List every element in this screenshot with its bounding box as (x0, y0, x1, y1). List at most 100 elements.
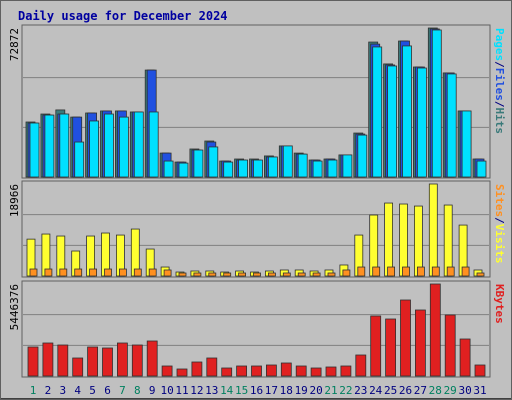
bar (119, 116, 129, 178)
bar (312, 272, 321, 277)
x-tick-label: 31 (473, 384, 486, 397)
bar (327, 272, 336, 277)
bar (42, 342, 54, 377)
bar (402, 45, 412, 178)
bar (265, 364, 277, 377)
bar (223, 272, 232, 277)
bar (131, 344, 143, 377)
bar (342, 154, 353, 178)
x-tick-label: 9 (149, 384, 156, 397)
bar (282, 272, 291, 277)
bar (372, 46, 383, 178)
bar (57, 344, 69, 377)
bar (416, 266, 425, 277)
bar (387, 65, 398, 178)
bar (295, 365, 307, 377)
bar (208, 146, 219, 178)
bar (117, 342, 128, 377)
x-tick-label: 28 (429, 384, 442, 397)
bar (253, 159, 263, 178)
x-tick-label: 12 (190, 384, 203, 397)
bar (44, 268, 53, 277)
legend-entry: Visits (493, 224, 506, 264)
x-tick-label: 27 (414, 384, 427, 397)
bar (104, 113, 114, 178)
legend-separator: / (493, 61, 506, 68)
x-tick-label: 2 (45, 384, 52, 397)
bar (89, 120, 99, 178)
bar (148, 111, 159, 178)
bar (236, 365, 248, 377)
x-tick-label: 18 (280, 384, 293, 397)
x-tick-label: 19 (295, 384, 308, 397)
bar (413, 205, 423, 277)
x-tick-label: 6 (104, 384, 111, 397)
bar (178, 162, 189, 178)
x-tick-label: 17 (265, 384, 278, 397)
bar (163, 160, 174, 178)
panel (21, 24, 491, 179)
bar (446, 73, 457, 178)
x-tick-label: 15 (235, 384, 248, 397)
x-tick-label: 30 (458, 384, 471, 397)
bar (253, 272, 261, 277)
bar (310, 367, 322, 377)
bar (297, 153, 308, 178)
legend-separator: / (493, 217, 506, 224)
bar (27, 346, 39, 377)
x-tick-label: 26 (399, 384, 412, 397)
bar (251, 365, 262, 377)
bar (416, 67, 427, 178)
legend-entry: Hits (493, 108, 506, 135)
bar (476, 160, 487, 178)
x-tick-label: 1 (30, 384, 37, 397)
bar (444, 314, 456, 377)
x-tick-label: 21 (324, 384, 337, 397)
x-tick-label: 7 (119, 384, 126, 397)
bar (87, 346, 98, 377)
bar (399, 203, 408, 277)
bar (193, 272, 202, 277)
bar (340, 365, 352, 377)
x-tick-label: 13 (205, 384, 218, 397)
bar (428, 183, 438, 277)
bar (74, 141, 85, 178)
y-tick-label: 18966 (8, 184, 21, 217)
y-tick-label: 72872 (8, 28, 21, 61)
legend-entry: Files (493, 68, 506, 101)
bar (325, 366, 337, 377)
bar (446, 266, 455, 277)
x-tick-label: 3 (59, 384, 66, 397)
bar (372, 266, 381, 277)
bar (74, 268, 83, 277)
bar (238, 272, 247, 277)
bar (29, 268, 38, 277)
bar (29, 122, 40, 178)
bar (370, 315, 382, 377)
x-tick-label: 20 (309, 384, 322, 397)
bar (59, 268, 68, 277)
bar (223, 161, 234, 178)
x-tick-label: 11 (175, 384, 188, 397)
bar (355, 354, 367, 377)
bar (342, 269, 351, 277)
x-tick-label: 8 (134, 384, 141, 397)
bar (402, 266, 410, 277)
bar (327, 159, 338, 178)
bar (208, 272, 217, 277)
bar (206, 357, 218, 377)
bar (89, 268, 97, 277)
bar (178, 272, 187, 277)
bar (414, 309, 426, 377)
x-tick-label: 5 (89, 384, 96, 397)
x-tick-label: 23 (354, 384, 367, 397)
legend-separator: / (493, 101, 506, 108)
bar (431, 266, 440, 277)
bar (133, 268, 142, 277)
bar (357, 134, 368, 178)
legend: KBytes (493, 284, 506, 324)
chart-title: Daily usage for December 2024 (18, 9, 228, 23)
panel (21, 280, 491, 378)
legend: Sites/Visits (493, 184, 506, 264)
